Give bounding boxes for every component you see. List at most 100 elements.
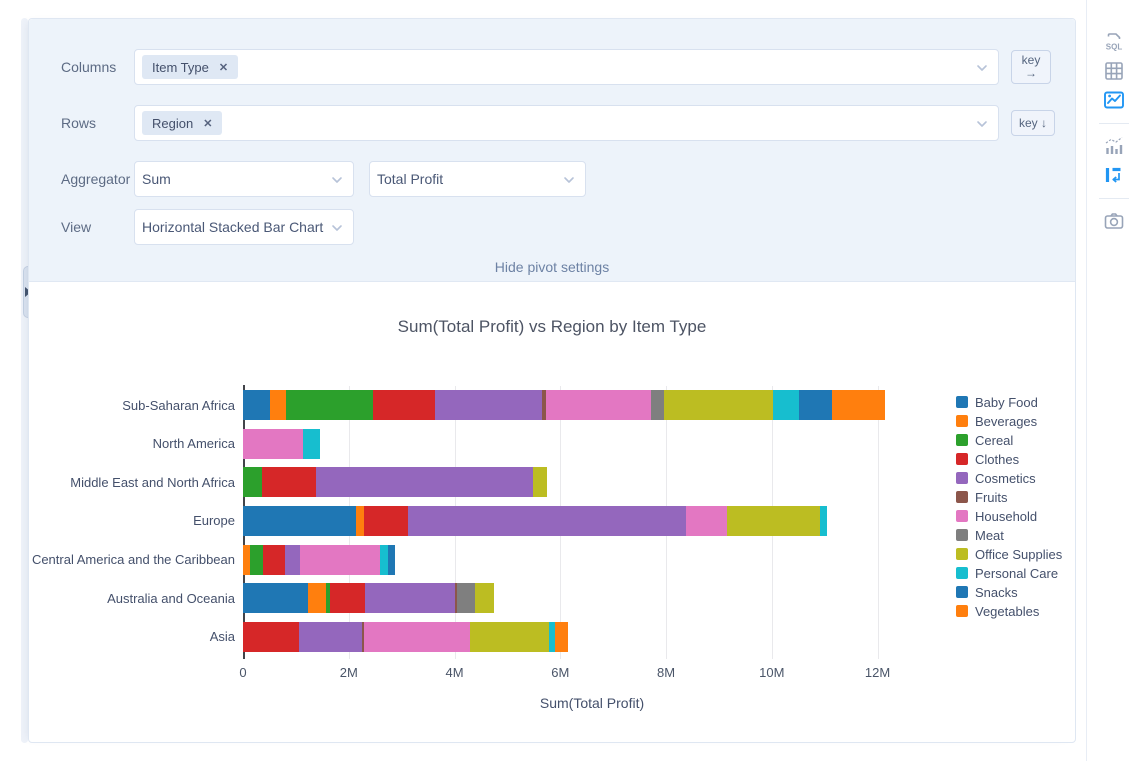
- legend-swatch: [956, 586, 968, 598]
- legend-item[interactable]: Cosmetics: [956, 470, 1062, 489]
- view-select[interactable]: Horizontal Stacked Bar Chart: [134, 209, 354, 245]
- legend-item[interactable]: Beverages: [956, 413, 1062, 432]
- legend-item[interactable]: Snacks: [956, 584, 1062, 603]
- legend-item[interactable]: Cereal: [956, 432, 1062, 451]
- bar-segment: [799, 390, 832, 421]
- bar-segment: [727, 505, 821, 536]
- bar-segment: [469, 621, 549, 652]
- legend-item[interactable]: Household: [956, 508, 1062, 527]
- legend-label: Clothes: [975, 452, 1020, 467]
- legend-label: Office Supplies: [975, 547, 1063, 562]
- x-axis-tick: 2M: [339, 665, 358, 680]
- plot-area[interactable]: [243, 385, 941, 659]
- aggregator-field-value: Total Profit: [377, 171, 444, 187]
- y-axis-label: Europe: [193, 513, 235, 529]
- y-axis-label: Middle East and North Africa: [70, 474, 235, 490]
- aggregator-value: Sum: [142, 171, 171, 187]
- bar-segment: [686, 505, 728, 536]
- close-icon[interactable]: ✕: [218, 61, 229, 74]
- bar-stack: [243, 467, 941, 498]
- legend-item[interactable]: Personal Care: [956, 565, 1062, 584]
- legend-label: Cereal: [975, 433, 1014, 448]
- pivot-settings-panel: Columns Item Type ✕ key → Rows Region ✕: [29, 19, 1075, 282]
- bar-stack: [243, 428, 941, 459]
- bar-segment: [243, 467, 262, 498]
- view-row: View Horizontal Stacked Bar Chart: [61, 209, 354, 245]
- x-axis-tick: 0: [239, 665, 247, 680]
- arrow-right-icon: →: [1025, 66, 1037, 80]
- bar-segment: [263, 544, 286, 575]
- bar-stack: [243, 583, 941, 614]
- pivot-icon[interactable]: [1102, 163, 1126, 187]
- bar-row: [243, 540, 941, 579]
- close-icon[interactable]: ✕: [203, 117, 213, 130]
- sql-icon[interactable]: SQL: [1102, 30, 1126, 54]
- x-axis-tick: 6M: [551, 665, 570, 680]
- legend-item[interactable]: Baby Food: [956, 394, 1062, 413]
- aggregator-field-select[interactable]: Total Profit: [369, 161, 586, 197]
- table-grid-icon[interactable]: [1102, 59, 1126, 83]
- chevron-down-icon: [332, 177, 342, 183]
- columns-select[interactable]: Item Type ✕: [134, 49, 999, 85]
- legend-item[interactable]: Clothes: [956, 451, 1062, 470]
- rows-row: Rows Region ✕ key ↓: [61, 105, 1055, 141]
- legend-label: Meat: [975, 528, 1004, 543]
- camera-icon[interactable]: [1102, 209, 1126, 233]
- bar-segment: [243, 544, 251, 575]
- bar-segment: [243, 428, 304, 459]
- y-axis-label: Asia: [209, 629, 235, 645]
- legend-item[interactable]: Fruits: [956, 489, 1062, 508]
- legend-item[interactable]: Vegetables: [956, 603, 1062, 622]
- bar-segment: [455, 583, 457, 614]
- legend-label: Personal Care: [975, 566, 1059, 581]
- rows-chip-region[interactable]: Region ✕: [142, 111, 223, 135]
- legend-swatch: [956, 453, 968, 465]
- rail-divider: [1098, 198, 1129, 199]
- bar-segment: [435, 390, 542, 421]
- bar-segment: [303, 428, 320, 459]
- right-icon-rail: SQL: [1086, 0, 1140, 761]
- x-axis-label: Sum(Total Profit): [539, 695, 645, 711]
- bar-segment: [243, 583, 309, 614]
- x-axis-ticks: 0 2M 4M 6M 8M 10M 12M: [239, 665, 941, 681]
- x-axis-tick: 8M: [656, 665, 676, 680]
- bar-segment: [300, 544, 380, 575]
- bar-row: [243, 579, 941, 618]
- bar-segment: [650, 390, 665, 421]
- columns-chip-item-type[interactable]: Item Type ✕: [142, 55, 239, 79]
- bar-segment: [286, 390, 373, 421]
- chart-legend: Baby Food Beverages Cereal Clothes Cosmetics…: [956, 394, 1062, 622]
- columns-row: Columns Item Type ✕ key →: [61, 49, 1051, 85]
- y-axis-label: Central America and the Caribbean: [31, 552, 235, 568]
- aggregator-select[interactable]: Sum: [134, 161, 354, 197]
- bar-segment: [326, 583, 330, 614]
- bar-stack: [243, 544, 941, 575]
- legend-item[interactable]: Office Supplies: [956, 546, 1062, 565]
- bar-row: [243, 386, 941, 425]
- stats-chart-icon[interactable]: [1102, 134, 1126, 158]
- rows-select[interactable]: Region ✕: [134, 105, 999, 141]
- chart-title: Sum(Total Profit) vs Region by Item Type: [397, 317, 707, 336]
- image-chart-icon[interactable]: [1102, 88, 1126, 112]
- bar-segment: [363, 621, 470, 652]
- bar-segment: [362, 621, 364, 652]
- collapsed-panel-track: [21, 18, 28, 743]
- key-label: key ↓: [1018, 116, 1047, 130]
- rows-sort-key-button[interactable]: key ↓: [1011, 110, 1055, 136]
- bar-segment: [388, 544, 395, 575]
- chevron-down-icon: [332, 225, 342, 231]
- bar-stack: [243, 621, 941, 652]
- legend-swatch: [956, 434, 968, 446]
- view-label: View: [61, 219, 92, 235]
- bar-segment: [820, 505, 827, 536]
- bar-segment: [364, 505, 408, 536]
- columns-sort-key-button[interactable]: key →: [1011, 50, 1051, 84]
- legend-label: Vegetables: [975, 604, 1040, 619]
- hide-pivot-settings-link[interactable]: Hide pivot settings: [494, 259, 610, 275]
- bar-segment: [298, 621, 363, 652]
- bar-segment: [407, 505, 687, 536]
- aggregator-label: Aggregator: [61, 171, 131, 187]
- legend-item[interactable]: Meat: [956, 527, 1062, 546]
- legend-swatch: [956, 396, 968, 408]
- y-axis-label: Australia and Oceania: [107, 590, 235, 606]
